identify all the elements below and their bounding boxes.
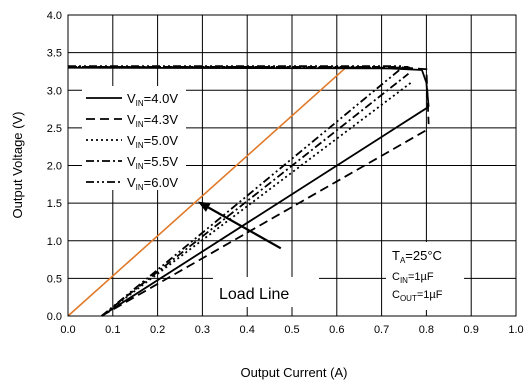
x-tick-label: 0.2 [150, 324, 165, 336]
load-line-annotation: Load Line [197, 201, 319, 307]
condition-ta: TA=25°C [392, 248, 442, 265]
annotation-box [213, 277, 319, 307]
x-tick-label: 0.4 [240, 324, 255, 336]
x-axis-ticks: 0.0 0.1 0.2 0.3 0.4 0.5 0.6 0.7 0.8 0.9 1.0 [60, 324, 523, 336]
series-1-line [101, 106, 430, 317]
y-tick-label: 2.0 [47, 161, 62, 173]
condition-cin: CIN=1µF [392, 271, 434, 285]
series-5 [68, 65, 405, 317]
y-tick-label: 0.5 [47, 273, 62, 285]
legend-label: VIN=6.0V [127, 175, 178, 192]
load-line [67, 67, 347, 317]
y-axis-title: Output Voltage (V) [10, 112, 25, 219]
x-tick-label: 0.3 [195, 324, 210, 336]
y-tick-label: 3.5 [47, 48, 62, 60]
series-5-line [101, 65, 405, 317]
y-tick-label: 2.5 [47, 123, 62, 135]
y-tick-label: 0.0 [47, 311, 62, 323]
y-tick-label: 1.5 [47, 198, 62, 210]
conditions-background [386, 242, 464, 310]
x-axis-title: Output Current (A) [241, 365, 348, 380]
legend-label: VIN=4.3V [127, 112, 178, 129]
x-tick-label: 0.6 [329, 324, 344, 336]
series-2-line [101, 129, 427, 317]
conditions-box: TA=25°C CIN=1µF COUT=1µF [386, 242, 464, 310]
y-tick-label: 4.0 [47, 10, 62, 22]
legend: VIN=4.0V VIN=4.3V VIN=5.0V VIN=5.5V VIN=6.0V [82, 86, 186, 192]
x-tick-label: 0.8 [419, 324, 434, 336]
legend-background [82, 86, 186, 190]
annotation-arrowhead [197, 201, 211, 212]
series-4-line [101, 72, 410, 317]
x-tick-label: 0.5 [284, 324, 299, 336]
plot-frame [67, 14, 517, 317]
x-tick-label: 0.0 [60, 324, 75, 336]
legend-label: VIN=4.0V [127, 91, 178, 108]
x-tick-label: 0.7 [374, 324, 389, 336]
y-axis-ticks: 0.0 0.5 1.0 1.5 2.0 2.5 3.0 3.5 4.0 [47, 10, 62, 323]
load-line-layer [67, 67, 347, 317]
legend-label: VIN=5.5V [127, 154, 178, 171]
y-tick-label: 3.0 [47, 85, 62, 97]
series-4 [68, 66, 410, 317]
y-tick-label: 1.0 [47, 236, 62, 248]
series-layer [67, 65, 430, 317]
legend-label: VIN=5.0V [127, 133, 178, 150]
x-tick-label: 0.9 [464, 324, 479, 336]
annotation-label: Load Line [219, 286, 289, 303]
x-tick-label: 1.0 [508, 324, 523, 336]
x-tick-label: 0.1 [105, 324, 120, 336]
condition-cout: COUT=1µF [392, 289, 443, 303]
annotation-arrow [207, 206, 282, 250]
